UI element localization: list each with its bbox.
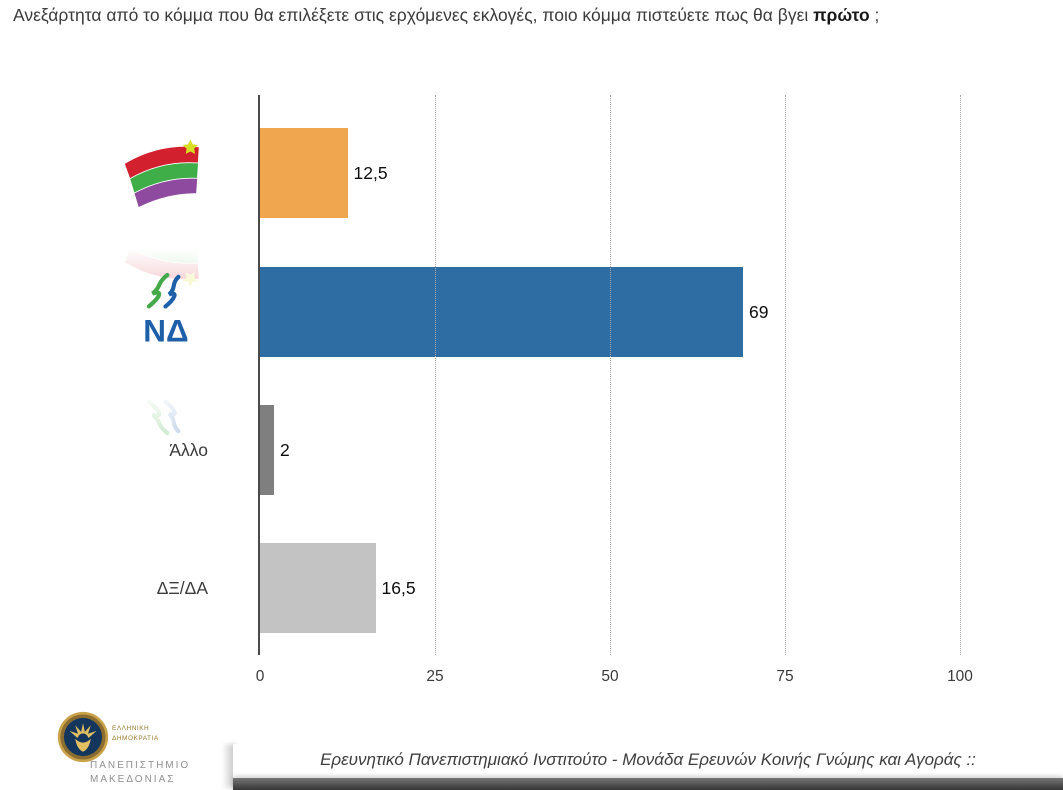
question-title: Ανεξάρτητα από το κόμμα που θα επιλέξετε… xyxy=(13,5,1058,26)
bar-nd xyxy=(260,267,743,357)
seal-caption-line1: ΕΛΛΗΝΙΚΗ xyxy=(112,725,150,732)
university-name-line2: ΜΑΚΕΔΟΝΙΑΣ xyxy=(90,773,176,785)
x-tick-label: 100 xyxy=(947,668,973,685)
gridline xyxy=(610,95,611,655)
seal-caption-line2: ΔΗΜΟΚΡΑΤΙΑ xyxy=(112,734,159,742)
nd-logo: ΝΔ xyxy=(143,272,189,349)
nd-logo-text: ΝΔ xyxy=(143,314,188,349)
question-text: Ανεξάρτητα από το κόμμα που θα επιλέξετε… xyxy=(13,5,814,25)
institute-credit: Ερευνητικό Πανεπιστημιακό Ινστιτούτο - Μ… xyxy=(320,750,976,769)
category-syriza xyxy=(0,128,252,218)
syriza-star-icon xyxy=(182,139,198,154)
university-name-line1: ΠΑΝΕΠΙΣΤΗΜΙΟ xyxy=(90,760,191,771)
bar-row-syriza: 12,5 xyxy=(260,128,960,218)
university-seal-icon xyxy=(57,711,109,763)
x-tick-label: 0 xyxy=(255,668,265,685)
category-dkda-label: ΔΞ/ΔΑ xyxy=(156,577,208,598)
x-tick-label: 50 xyxy=(601,668,619,685)
plot-area: 12,5 69 2 16,5 0 25 50 75 100 xyxy=(256,95,973,685)
category-nd: ΝΔ xyxy=(0,267,252,357)
bar-row-other: 2 xyxy=(260,405,960,495)
gridline xyxy=(435,95,436,655)
value-label-dkda: 16,5 xyxy=(381,577,416,598)
value-label-nd: 69 xyxy=(749,301,769,322)
footer-fold-shadow xyxy=(222,744,236,788)
question-emphasis: πρώτο xyxy=(813,5,870,25)
syriza-logo xyxy=(124,139,199,207)
bar-row-nd: 69 xyxy=(260,267,960,357)
bar-syriza xyxy=(260,128,348,218)
gridline xyxy=(960,95,961,655)
gridline xyxy=(785,95,786,655)
bar-dkda xyxy=(260,543,376,633)
value-label-other: 2 xyxy=(280,439,290,460)
bar-other xyxy=(260,405,274,495)
bar-row-dkda: 16,5 xyxy=(260,543,960,633)
footer-strip: Ερευνητικό Πανεπιστημιακό Ινστιτούτο - Μ… xyxy=(233,744,1063,778)
seal-caption: ΕΛΛΗΝΙΚΗ ΔΗΜΟΚΡΑΤΙΑ xyxy=(112,724,159,744)
question-suffix: ; xyxy=(869,5,880,25)
category-column: ΝΔ Άλλο ΔΞ/ΔΑ xyxy=(0,95,252,655)
value-label-syriza: 12,5 xyxy=(353,162,388,183)
university-name: ΠΑΝΕΠΙΣΤΗΜΙΟ ΜΑΚΕΔΟΝΙΑΣ xyxy=(90,759,190,786)
category-other-label: Άλλο xyxy=(169,439,208,460)
x-tick-label: 25 xyxy=(426,668,444,685)
x-tick-label: 75 xyxy=(776,668,794,685)
footer-bottom-bar xyxy=(233,778,1063,790)
